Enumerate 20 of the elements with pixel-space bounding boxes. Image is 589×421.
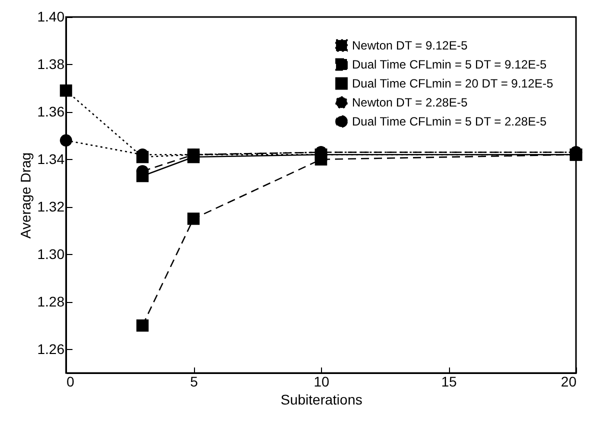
legend-label: Dual Time CFLmin = 20 DT = 9.12E-5 bbox=[352, 76, 554, 90]
y-axis-title: Average Drag bbox=[17, 152, 34, 239]
y-tick-label: 1.34 bbox=[37, 150, 65, 167]
x-tick-label: 10 bbox=[314, 374, 330, 390]
x-tick-label: 15 bbox=[441, 374, 457, 390]
x-axis-title: Subiterations bbox=[280, 392, 362, 408]
legend-label: Newton DT = 2.28E-5 bbox=[352, 96, 468, 110]
y-tick-label: 1.38 bbox=[37, 56, 65, 72]
y-tick-label: 1.28 bbox=[37, 293, 65, 310]
y-tick-label: 1.30 bbox=[37, 246, 65, 262]
x-tick-label: 20 bbox=[560, 374, 577, 390]
legend-label: Dual Time CFLmin = 5 DT = 9.12E-5 bbox=[352, 58, 547, 72]
y-tick-label: 1.26 bbox=[37, 340, 65, 357]
legend-label: Newton DT = 9.12E-5 bbox=[352, 38, 468, 52]
legend-label: Dual Time CFLmin = 5 DT = 2.28E-5 bbox=[352, 114, 547, 128]
y-tick-label: 1.40 bbox=[37, 8, 65, 24]
y-tick-label: 1.32 bbox=[37, 198, 65, 214]
x-tick-label: 0 bbox=[66, 374, 74, 390]
x-tick-label: 5 bbox=[190, 374, 198, 390]
y-tick-label: 1.36 bbox=[37, 103, 65, 120]
